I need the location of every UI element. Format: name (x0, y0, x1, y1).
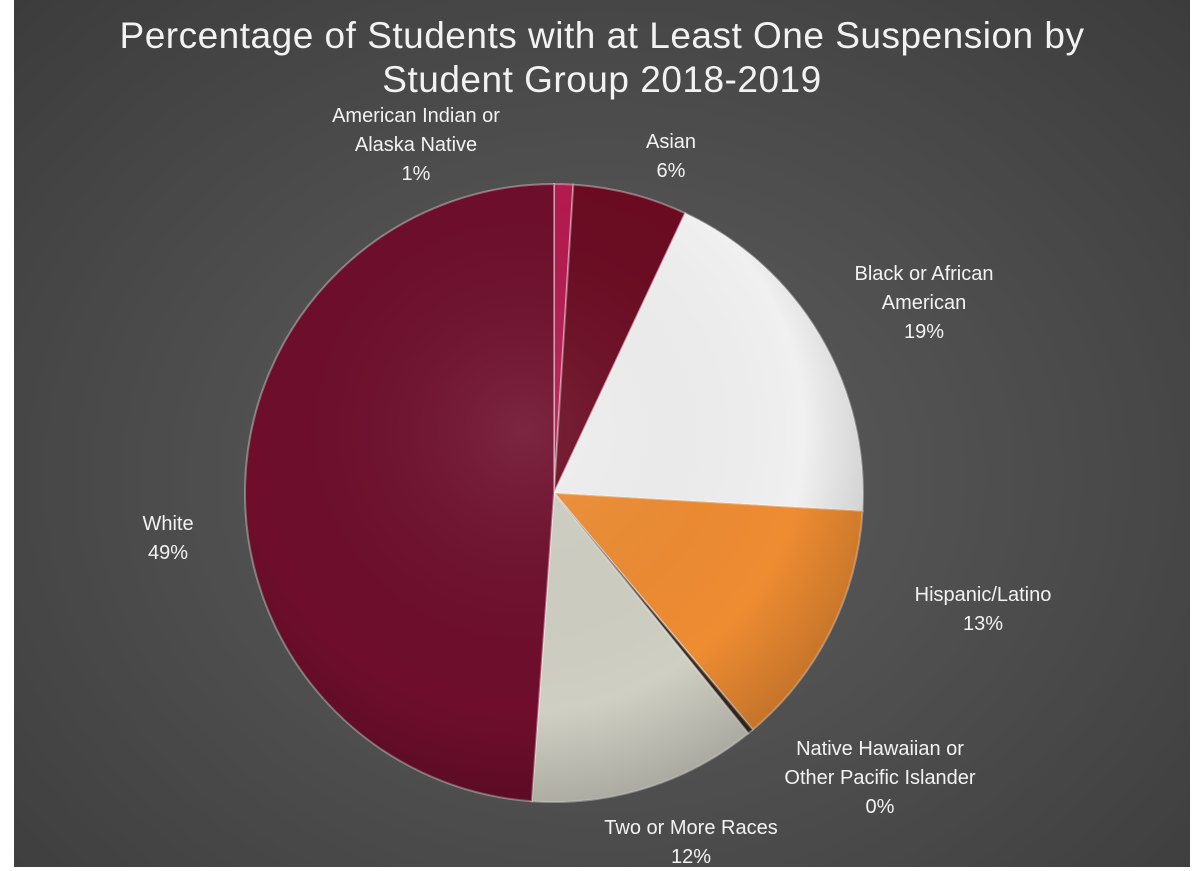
pie-slice-white (244, 182, 555, 803)
data-label-text: Asian (645, 131, 697, 153)
data-label-text: Two or More Races (604, 817, 778, 839)
data-label-value: 19% (903, 321, 945, 343)
chart-title: Percentage of Students with at Least One… (14, 14, 1190, 102)
data-label-value: 49% (147, 542, 189, 564)
data-label-american-indian-or-alaska-native: American Indian or Alaska Native 1% (332, 102, 500, 189)
data-label-native-hawaiian-or-other-pacific-islander: Native Hawaiian or Other Pacific Islander… (784, 735, 975, 822)
data-label-text: American (881, 292, 967, 314)
data-label-text: Other Pacific Islander (784, 767, 976, 789)
chart-title-line-2: Student Group 2018-2019 (382, 59, 822, 100)
data-label-value: 13% (962, 613, 1004, 635)
data-label-hispanic-latino: Hispanic/Latino 13% (915, 581, 1052, 639)
data-label-text: Alaska Native (354, 134, 478, 156)
data-label-value: 6% (656, 160, 686, 182)
pie-chart (244, 182, 864, 803)
data-label-text: Hispanic/Latino (914, 584, 1052, 606)
data-label-value: 0% (865, 796, 895, 818)
data-label-two-or-more-races: Two or More Races 12% (604, 814, 777, 867)
chart-title-line-1: Percentage of Students with at Least One… (119, 15, 1085, 56)
data-label-asian: Asian 6% (646, 128, 696, 186)
chart-area: Percentage of Students with at Least One… (14, 0, 1190, 867)
data-label-value: 12% (670, 846, 712, 867)
data-label-black-or-african-american: Black or African American 19% (855, 260, 994, 347)
data-label-text: American Indian or (332, 105, 500, 127)
data-label-white: White 49% (142, 510, 193, 568)
data-label-text: Native Hawaiian or (796, 738, 964, 760)
data-label-text: White (142, 513, 194, 535)
data-label-value: 1% (401, 163, 431, 185)
data-label-text: Black or African (854, 263, 994, 285)
